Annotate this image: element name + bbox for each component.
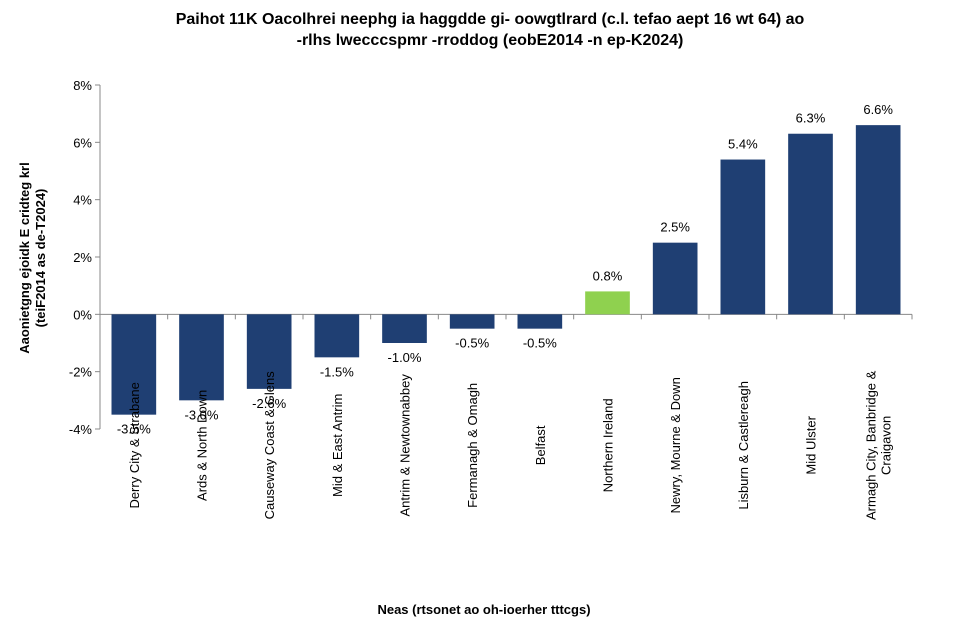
data-labels: -3.5% -3.0% -2.6% -1.5% -1.0% -0.5% -0.5% 0.8% 2… — [117, 102, 894, 437]
data-label: -0.5% — [523, 336, 557, 351]
y-axis-title-line: (teiF2014 as de-T2024) — [33, 189, 48, 328]
category-label: Fermanagh & Omagh — [465, 383, 480, 508]
chart-title-line: -rlhs lwecccspmr -rroddog (eobE2014 -n e… — [297, 32, 684, 49]
data-label: 5.4% — [728, 137, 758, 152]
category-label: Mid & East Antrim — [330, 394, 345, 497]
category-label: Belfast — [533, 425, 548, 465]
bar — [314, 314, 360, 358]
data-label: -2.6% — [252, 396, 286, 411]
bar — [111, 314, 157, 415]
data-label: -1.5% — [320, 364, 354, 379]
chart-title: Paihot 11K Oacolhrei neephg ia haggdde g… — [176, 11, 805, 49]
data-label: -3.0% — [185, 407, 219, 422]
y-tick-label: 2% — [73, 250, 92, 265]
data-label: 6.6% — [863, 102, 893, 117]
category-label: Causeway Coast & Glens — [262, 371, 277, 520]
bar — [652, 242, 698, 315]
bar — [855, 125, 901, 315]
bar — [382, 314, 427, 343]
bar — [179, 314, 224, 401]
data-label: -1.0% — [388, 350, 422, 365]
bar — [449, 314, 495, 329]
data-label: -0.5% — [455, 336, 489, 351]
bar — [585, 291, 630, 315]
category-label: Armagh City, Banbridge & — [864, 370, 879, 520]
data-label: 6.3% — [796, 111, 826, 126]
category-label: Lisburn & Castlereagh — [736, 381, 751, 510]
y-tick-label: -2% — [69, 365, 93, 380]
category-label: Ards & North Down — [195, 390, 210, 501]
y-tick-label: 0% — [73, 307, 92, 322]
data-label: -3.5% — [117, 422, 151, 437]
category-label: Mid Ulster — [804, 415, 819, 474]
chart-title-line: Paihot 11K Oacolhrei neephg ia haggdde g… — [176, 11, 805, 28]
category-label: Derry City & Strabane — [127, 382, 142, 508]
data-label: 2.5% — [660, 220, 690, 235]
bars — [111, 125, 901, 415]
category-label: Newry, Mourne & Down — [668, 377, 683, 513]
category-label: Craigavon — [879, 416, 894, 475]
bar — [517, 314, 563, 329]
y-tick-label: -4% — [69, 422, 93, 437]
data-label: 0.8% — [593, 268, 623, 283]
y-tick-label: 4% — [73, 193, 92, 208]
x-axis-categories: Derry City & Strabane Ards & North Down Ca… — [127, 370, 894, 520]
y-tick-label: 6% — [73, 135, 92, 150]
y-axis-title: Aaonietgng ejoidk E cridteg krl (teiF2014… — [17, 162, 48, 353]
category-label: Northern Ireland — [601, 398, 616, 492]
y-tick-label: 8% — [73, 78, 92, 93]
y-axis-title-line: Aaonietgng ejoidk E cridteg krl — [17, 162, 32, 353]
category-label: Antrim & Newtownabbey — [398, 374, 413, 517]
x-axis-title: Neas (rtsonet ao oh-ioerher tttcgs) — [377, 602, 590, 617]
y-axis-ticks: -4% -2% 0% 2% 4% 6% 8% — [69, 78, 100, 437]
bar — [788, 133, 833, 315]
bar — [720, 159, 766, 315]
bar — [246, 314, 292, 389]
